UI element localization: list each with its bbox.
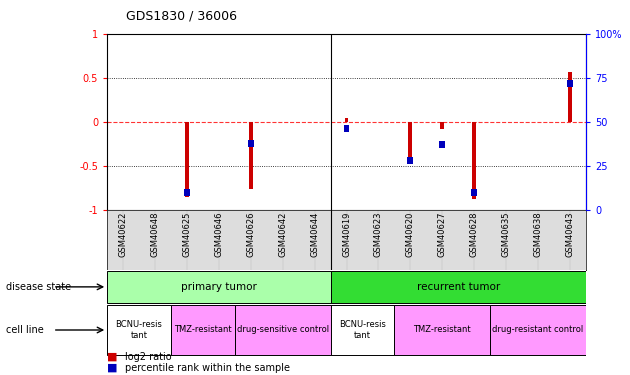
Text: ■: ■: [107, 363, 118, 373]
Bar: [439, 141, 445, 148]
Bar: [567, 80, 573, 87]
Bar: [107, 305, 171, 355]
Bar: [408, 122, 412, 162]
Bar: [471, 189, 477, 196]
Text: drug-resistant control: drug-resistant control: [493, 326, 583, 334]
Text: disease state: disease state: [6, 282, 71, 292]
Bar: [345, 118, 348, 122]
Bar: [472, 122, 476, 200]
Text: GSM40620: GSM40620: [406, 212, 415, 257]
Text: TMZ-resistant: TMZ-resistant: [413, 326, 471, 334]
Text: GSM40635: GSM40635: [501, 212, 510, 257]
Text: TMZ-resistant: TMZ-resistant: [174, 326, 232, 334]
Text: GSM40627: GSM40627: [438, 212, 447, 257]
Bar: [235, 305, 331, 355]
Text: GSM40646: GSM40646: [214, 212, 223, 257]
Text: GSM40628: GSM40628: [470, 212, 479, 257]
Bar: [568, 72, 572, 122]
Bar: [184, 189, 190, 196]
Bar: [394, 305, 490, 355]
Text: GSM40642: GSM40642: [278, 212, 287, 257]
Text: log2 ratio: log2 ratio: [125, 352, 171, 362]
Text: BCNU-resis
tant: BCNU-resis tant: [339, 320, 386, 340]
Text: GSM40622: GSM40622: [118, 212, 127, 257]
Text: GDS1830 / 36006: GDS1830 / 36006: [126, 9, 237, 22]
Bar: [440, 122, 444, 129]
Text: GSM40638: GSM40638: [534, 212, 542, 257]
Text: recurrent tumor: recurrent tumor: [416, 282, 500, 292]
Bar: [343, 125, 350, 132]
Bar: [107, 271, 331, 303]
Bar: [331, 271, 586, 303]
Bar: [185, 122, 189, 197]
Text: GSM40626: GSM40626: [246, 212, 255, 257]
Text: GSM40623: GSM40623: [374, 212, 383, 257]
Text: BCNU-resis
tant: BCNU-resis tant: [115, 320, 163, 340]
Bar: [490, 305, 586, 355]
Text: GSM40648: GSM40648: [151, 212, 159, 257]
Bar: [249, 122, 253, 189]
Text: GSM40625: GSM40625: [183, 212, 192, 257]
Text: drug-sensitive control: drug-sensitive control: [237, 326, 329, 334]
Text: primary tumor: primary tumor: [181, 282, 257, 292]
Bar: [248, 140, 254, 147]
Text: GSM40644: GSM40644: [310, 212, 319, 257]
Text: ■: ■: [107, 352, 118, 362]
Text: GSM40643: GSM40643: [566, 212, 575, 257]
Text: GSM40619: GSM40619: [342, 212, 351, 257]
Bar: [331, 305, 394, 355]
Bar: [171, 305, 235, 355]
Text: cell line: cell line: [6, 325, 44, 335]
Text: percentile rank within the sample: percentile rank within the sample: [125, 363, 290, 373]
Bar: [408, 157, 413, 164]
